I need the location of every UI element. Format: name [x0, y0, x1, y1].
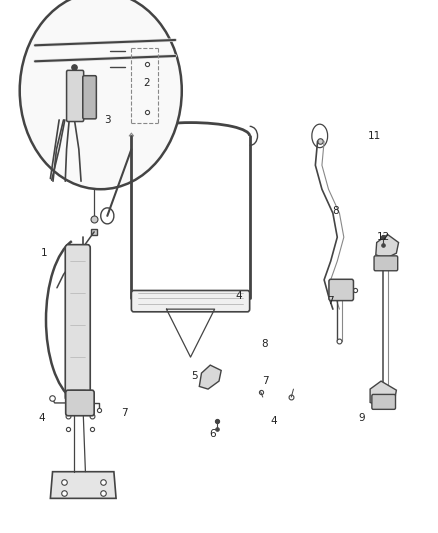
- FancyBboxPatch shape: [131, 290, 250, 312]
- FancyBboxPatch shape: [329, 279, 353, 301]
- Text: 6: 6: [209, 430, 216, 439]
- Text: 4: 4: [38, 414, 45, 423]
- Text: 2: 2: [143, 78, 150, 87]
- Circle shape: [20, 0, 182, 189]
- Text: 12: 12: [377, 232, 390, 242]
- Polygon shape: [370, 381, 396, 408]
- Text: 8: 8: [261, 339, 268, 349]
- Text: 8: 8: [332, 206, 339, 215]
- Text: 1: 1: [40, 248, 47, 258]
- Text: 9: 9: [358, 414, 365, 423]
- FancyBboxPatch shape: [374, 256, 398, 271]
- Text: 4: 4: [270, 416, 277, 426]
- Text: 5: 5: [191, 371, 198, 381]
- FancyBboxPatch shape: [65, 245, 90, 400]
- Text: 7: 7: [261, 376, 268, 386]
- Text: 3: 3: [104, 115, 111, 125]
- Polygon shape: [199, 365, 221, 389]
- Text: 11: 11: [368, 131, 381, 141]
- FancyBboxPatch shape: [66, 390, 94, 416]
- Text: 7: 7: [121, 408, 128, 418]
- FancyBboxPatch shape: [67, 70, 84, 122]
- Polygon shape: [376, 235, 399, 259]
- FancyBboxPatch shape: [372, 394, 396, 409]
- Text: 4: 4: [235, 291, 242, 301]
- Polygon shape: [50, 472, 116, 498]
- FancyBboxPatch shape: [83, 76, 96, 119]
- Text: 7: 7: [327, 296, 334, 306]
